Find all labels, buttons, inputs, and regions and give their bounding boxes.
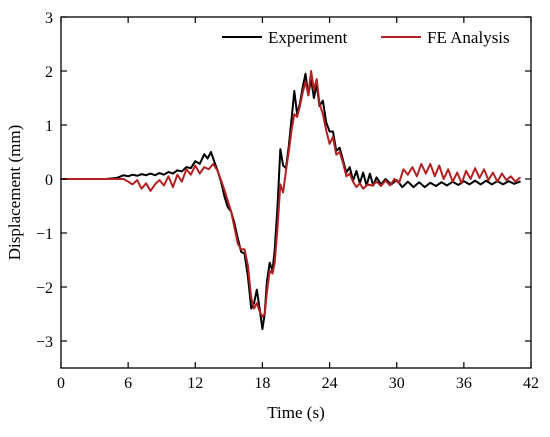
y-tick-label: −1: [36, 226, 53, 243]
legend-label-experiment: Experiment: [268, 28, 348, 47]
x-tick-label: 30: [389, 375, 405, 392]
axes-layer: 0 6 12 18 24 30 36 42 3 2 1 0 −1 −2 −3 Time (s) Displace…: [5, 10, 539, 422]
y-tick-label: 0: [45, 172, 53, 189]
y-tick-label: −3: [36, 334, 53, 351]
x-tick-label: 18: [254, 375, 270, 392]
x-axis-label: Time (s): [267, 403, 324, 422]
x-tick-label: 42: [523, 375, 539, 392]
y-tick-label: 3: [45, 10, 53, 27]
series-layer: [60, 70, 521, 331]
legend-label-fe-analysis: FE Analysis: [427, 28, 510, 47]
legend: Experiment FE Analysis: [222, 28, 510, 47]
x-tick-label: 24: [322, 375, 338, 392]
y-tick-label: 1: [45, 118, 53, 135]
plot-frame: [60, 16, 532, 369]
x-tick-label: 36: [456, 375, 472, 392]
y-tick-label: 2: [45, 64, 53, 81]
x-tick-label: 0: [57, 375, 65, 392]
y-tick-label: −2: [36, 280, 53, 297]
x-tick-label: 6: [124, 375, 132, 392]
x-tick-label: 12: [187, 375, 203, 392]
series-line-fe-analysis: [60, 70, 521, 318]
y-axis-label: Displacement (mm): [5, 125, 24, 261]
series-line-experiment: [60, 72, 521, 331]
